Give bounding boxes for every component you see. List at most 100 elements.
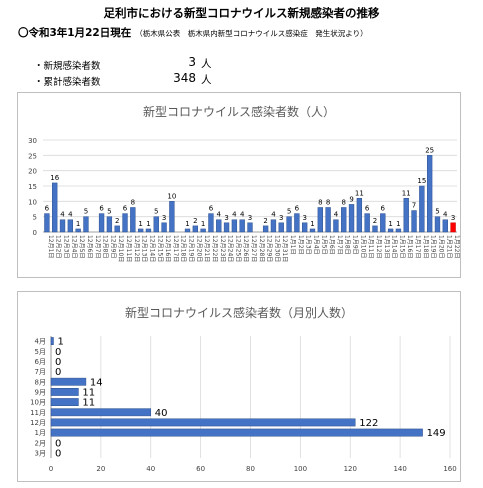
data-label: 6	[295, 205, 300, 213]
data-label: 1	[138, 220, 142, 228]
x-tick-label: 12月5日	[78, 235, 85, 258]
bar	[59, 219, 66, 233]
x-tick-label: 1月10日	[359, 235, 366, 258]
x-tick-label: 80	[246, 465, 255, 473]
data-label: 149	[427, 428, 446, 439]
status-date: 〇令和3年1月22日現在	[18, 27, 132, 39]
new-cases-label: ・新規感染者数	[34, 61, 101, 72]
bar	[262, 225, 269, 233]
data-label: 4	[443, 211, 448, 219]
data-label: 0	[55, 448, 61, 459]
y-tick-label: 30	[28, 137, 37, 145]
x-tick-label: 1月15日	[398, 235, 405, 258]
y-tick-label: 25	[28, 152, 37, 160]
data-label: 0	[55, 367, 61, 378]
y-tick-label: 5月	[35, 348, 46, 356]
bar	[44, 213, 50, 233]
data-label: 6	[123, 205, 128, 213]
data-label: 16	[50, 174, 59, 182]
y-tick-label: 10月	[30, 399, 46, 407]
x-tick-label: 1月12日	[375, 235, 382, 258]
bar	[341, 207, 347, 233]
bar	[50, 388, 79, 396]
x-tick-label: 100	[294, 465, 307, 473]
chart-title: 新型コロナウイルス感染者数（月別人数）	[125, 305, 353, 320]
bar	[98, 213, 105, 233]
y-tick-label: 6月	[35, 358, 46, 366]
x-tick-label: 12月18日	[180, 235, 187, 262]
data-label: 8	[326, 198, 330, 206]
x-tick-label: 12月17日	[172, 235, 179, 262]
data-label: 8	[318, 198, 322, 206]
y-tick-label: 4月	[35, 338, 46, 346]
bar	[294, 213, 300, 233]
source-note: （栃木県公表 栃木県内新型コロナウイルス感染症 発生状況より）	[135, 29, 368, 38]
bar	[231, 219, 238, 233]
data-label: 4	[334, 211, 339, 219]
y-tick-label: 1月	[35, 429, 46, 437]
total-cases-label: ・累計感染者数	[34, 77, 101, 88]
x-tick-label: 1月22日	[453, 235, 460, 258]
data-label: 3	[279, 214, 283, 222]
monthly-chart: 新型コロナウイルス感染者数（月別人数）0 20 40 60 80 100 120 140 160…	[30, 305, 457, 473]
x-tick-label: 1月20日	[437, 235, 444, 258]
data-label: 1	[201, 220, 205, 228]
x-tick-label: 1月8日	[344, 235, 351, 255]
y-tick-label: 2月	[35, 439, 46, 447]
bar	[200, 228, 206, 233]
x-tick-label: 1月13日	[383, 235, 390, 258]
bar	[356, 198, 363, 233]
bar	[223, 222, 230, 233]
data-label: 6	[99, 205, 104, 213]
bar	[137, 228, 144, 233]
data-label: 3	[248, 214, 252, 222]
data-label: 14	[90, 377, 103, 388]
bar	[169, 201, 175, 233]
bar	[161, 222, 167, 233]
x-tick-label: 40	[146, 465, 155, 473]
data-label: 7	[412, 202, 416, 210]
x-tick-label: 140	[393, 465, 406, 473]
data-label: 5	[84, 208, 88, 216]
bar	[83, 216, 89, 233]
y-tick-label: 10	[28, 198, 37, 206]
new-cases-unit: 人	[201, 58, 212, 70]
bar	[50, 377, 87, 386]
data-label: 4	[271, 211, 276, 219]
data-label: 10	[167, 192, 176, 200]
daily-chart: 新型コロナウイルス感染者数（人）051015202530612月1日1612月2…	[28, 104, 460, 262]
data-label: 6	[45, 205, 50, 213]
bar	[50, 337, 54, 345]
bar	[114, 225, 120, 233]
x-tick-label: 12月8日	[102, 235, 109, 258]
bar	[403, 198, 409, 233]
x-tick-label: 12月30日	[273, 235, 280, 262]
bar	[50, 408, 151, 417]
x-tick-label: 12月11日	[125, 235, 132, 262]
data-label: 1	[396, 220, 400, 228]
data-label: 11	[82, 398, 95, 409]
data-label: 0	[55, 438, 61, 449]
x-tick-label: 12月6日	[86, 235, 93, 258]
bar	[442, 219, 448, 233]
x-tick-label: 12月14日	[148, 235, 155, 262]
x-tick-label: 1月21日	[445, 235, 452, 258]
data-label: 5	[154, 208, 158, 216]
bar	[450, 222, 456, 233]
data-label: 4	[240, 211, 245, 219]
data-label: 2	[373, 217, 377, 225]
bar	[348, 204, 355, 233]
x-tick-label: 1月18日	[422, 235, 429, 258]
x-tick-label: 12月9日	[109, 235, 116, 258]
data-label: 3	[451, 214, 455, 222]
x-tick-label: 12月3日	[63, 235, 70, 258]
data-label: 5	[435, 208, 439, 216]
bar	[286, 216, 292, 233]
data-label: 6	[381, 205, 386, 213]
x-tick-label: 12月22日	[211, 235, 218, 262]
x-tick-label: 12月10日	[117, 235, 124, 262]
x-tick-label: 12月24日	[227, 235, 234, 262]
bar	[50, 428, 423, 437]
x-tick-label: 1月17日	[414, 235, 421, 258]
bar	[75, 228, 81, 233]
